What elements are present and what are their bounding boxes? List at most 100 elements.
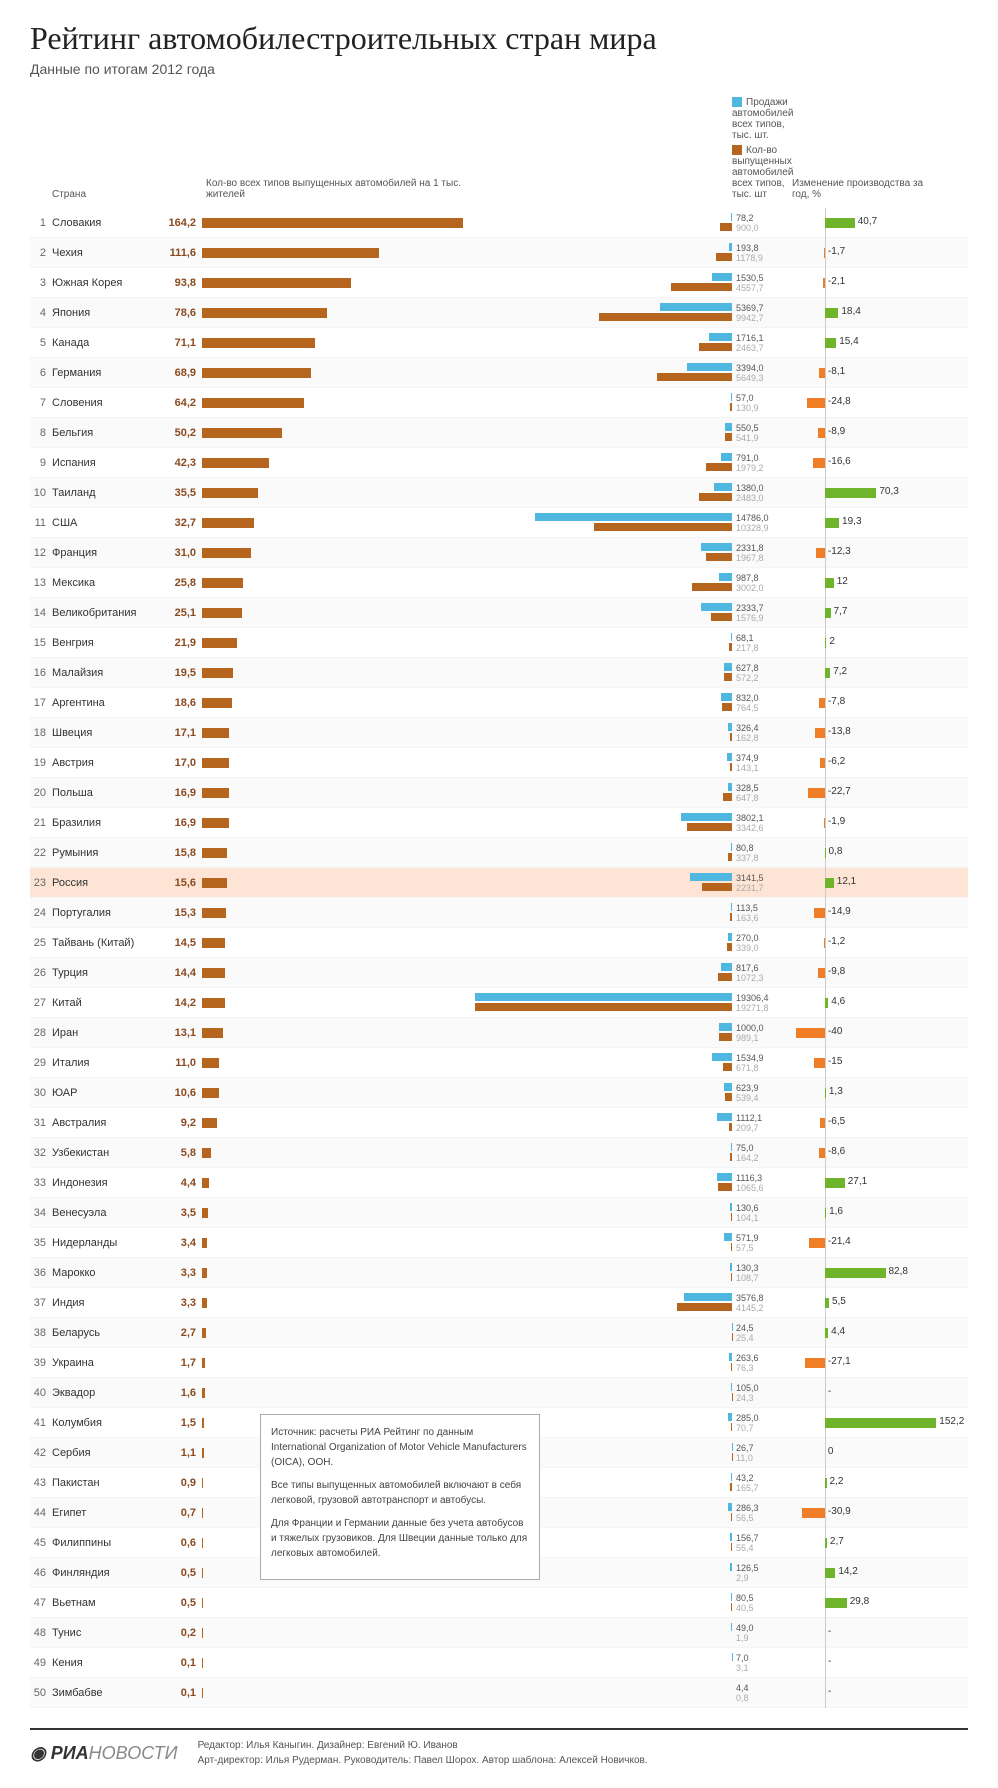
change-cell: 82,8 xyxy=(792,1266,942,1280)
dual-values: 156,755,4 xyxy=(732,1533,792,1553)
change-cell: -1,2 xyxy=(792,936,942,950)
dual-bars xyxy=(472,869,732,897)
dual-bars xyxy=(472,659,732,687)
table-row: 23Россия15,63141,52231,712,1 xyxy=(30,868,968,898)
change-cell: -6,2 xyxy=(792,756,942,770)
dual-values: 3141,52231,7 xyxy=(732,873,792,893)
percap-value: 9,2 xyxy=(160,1117,202,1129)
dual-bars xyxy=(472,1109,732,1137)
dual-bars xyxy=(472,299,732,327)
percap-value: 15,3 xyxy=(160,907,202,919)
rank: 24 xyxy=(30,907,52,919)
country-name: Индонезия xyxy=(52,1177,160,1189)
percap-value: 0,1 xyxy=(160,1657,202,1669)
change-cell: - xyxy=(792,1626,942,1640)
rank: 40 xyxy=(30,1387,52,1399)
dual-values: 3394,05649,3 xyxy=(732,363,792,383)
percap-bar xyxy=(202,1266,472,1280)
dual-values: 326,4162,8 xyxy=(732,723,792,743)
country-name: Тайвань (Китай) xyxy=(52,937,160,949)
percap-value: 11,0 xyxy=(160,1057,202,1069)
percap-value: 93,8 xyxy=(160,277,202,289)
table-row: 26Турция14,4817,61072,3-9,8 xyxy=(30,958,968,988)
table-row: 39Украина1,7263,676,3-27,1 xyxy=(30,1348,968,1378)
country-name: Канада xyxy=(52,337,160,349)
column-headers: Страна Кол-во всех типов выпущенных авто… xyxy=(30,97,968,200)
country-name: Венесуэла xyxy=(52,1207,160,1219)
dual-bars xyxy=(472,599,732,627)
rank: 37 xyxy=(30,1297,52,1309)
rank: 38 xyxy=(30,1327,52,1339)
dual-bars xyxy=(472,539,732,567)
dual-bars xyxy=(472,569,732,597)
header-dual-legend: Продажи автомобилей всех типов, тыс. шт.… xyxy=(732,97,792,200)
dual-bars xyxy=(472,1289,732,1317)
percap-value: 3,3 xyxy=(160,1267,202,1279)
change-cell: -2,1 xyxy=(792,276,942,290)
rank: 20 xyxy=(30,787,52,799)
rank: 30 xyxy=(30,1087,52,1099)
rank: 42 xyxy=(30,1447,52,1459)
rank: 3 xyxy=(30,277,52,289)
dual-values: 1716,12463,7 xyxy=(732,333,792,353)
rank: 39 xyxy=(30,1357,52,1369)
country-name: Испания xyxy=(52,457,160,469)
dual-values: 627,8572,2 xyxy=(732,663,792,683)
percap-bar xyxy=(202,936,472,950)
rank: 26 xyxy=(30,967,52,979)
percap-value: 15,8 xyxy=(160,847,202,859)
country-name: Малайзия xyxy=(52,667,160,679)
table-row: 4Япония78,65369,79942,718,4 xyxy=(30,298,968,328)
table-row: 18Швеция17,1326,4162,8-13,8 xyxy=(30,718,968,748)
dual-values: 126,52,9 xyxy=(732,1563,792,1583)
rank: 14 xyxy=(30,607,52,619)
percap-value: 19,5 xyxy=(160,667,202,679)
percap-bar xyxy=(202,1386,472,1400)
percap-value: 1,5 xyxy=(160,1417,202,1429)
dual-bars xyxy=(472,1319,732,1347)
percap-value: 14,2 xyxy=(160,997,202,1009)
dual-values: 3802,13342,6 xyxy=(732,813,792,833)
dual-values: 7,03,1 xyxy=(732,1653,792,1673)
dual-values: 5369,79942,7 xyxy=(732,303,792,323)
change-cell: 1,3 xyxy=(792,1086,942,1100)
table-row: 20Польша16,9328,5647,8-22,7 xyxy=(30,778,968,808)
percap-value: 0,5 xyxy=(160,1597,202,1609)
percap-value: 32,7 xyxy=(160,517,202,529)
percap-value: 17,0 xyxy=(160,757,202,769)
percap-value: 71,1 xyxy=(160,337,202,349)
percap-bar xyxy=(202,906,472,920)
country-name: Германия xyxy=(52,367,160,379)
table-row: 47Вьетнам0,580,540,529,8 xyxy=(30,1588,968,1618)
percap-value: 1,7 xyxy=(160,1357,202,1369)
dual-values: 80,540,5 xyxy=(732,1593,792,1613)
footer: ◉ РИАНОВОСТИ Редактор: Илья Каныгин. Диз… xyxy=(30,1728,968,1768)
dual-values: 57,0130,9 xyxy=(732,393,792,413)
rank: 10 xyxy=(30,487,52,499)
percap-bar xyxy=(202,876,472,890)
dual-bars xyxy=(472,509,732,537)
rank: 4 xyxy=(30,307,52,319)
percap-bar xyxy=(202,276,472,290)
dual-values: 19306,419271,8 xyxy=(732,993,792,1013)
dual-values: 270,0339,0 xyxy=(732,933,792,953)
dual-bars xyxy=(472,1079,732,1107)
rank: 44 xyxy=(30,1507,52,1519)
percap-value: 18,6 xyxy=(160,697,202,709)
change-cell: -8,1 xyxy=(792,366,942,380)
dual-values: 623,9539,4 xyxy=(732,1083,792,1103)
table-row: 16Малайзия19,5627,8572,27,2 xyxy=(30,658,968,688)
change-cell: -13,8 xyxy=(792,726,942,740)
country-name: Иран xyxy=(52,1027,160,1039)
percap-value: 111,6 xyxy=(160,247,202,259)
change-cell: -22,7 xyxy=(792,786,942,800)
percap-bar xyxy=(202,846,472,860)
dual-values: 1116,31065,6 xyxy=(732,1173,792,1193)
country-name: Индия xyxy=(52,1297,160,1309)
percap-value: 3,5 xyxy=(160,1207,202,1219)
table-row: 6Германия68,93394,05649,3-8,1 xyxy=(30,358,968,388)
country-name: Аргентина xyxy=(52,697,160,709)
country-name: Узбекистан xyxy=(52,1147,160,1159)
change-cell: 7,7 xyxy=(792,606,942,620)
percap-bar xyxy=(202,336,472,350)
